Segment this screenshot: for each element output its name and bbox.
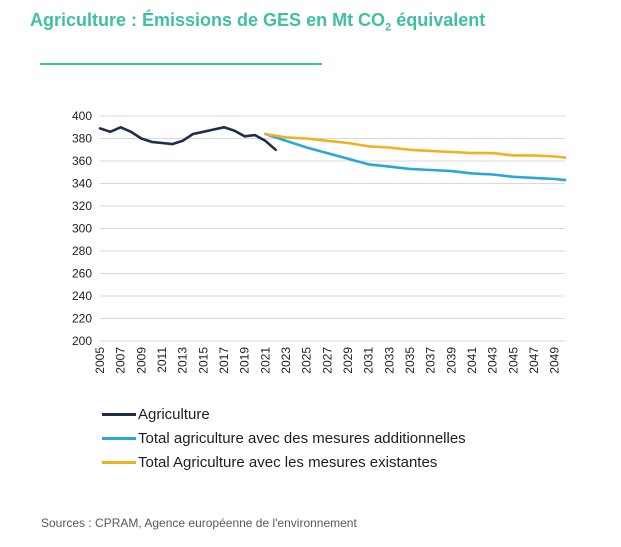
y-tick-label-340: 340: [72, 177, 92, 191]
legend-item-agriculture: Agriculture: [102, 402, 466, 426]
x-tick-label-2029: 2029: [341, 347, 355, 374]
x-tick-label-2027: 2027: [320, 347, 334, 374]
y-tick-label-260: 260: [72, 267, 92, 281]
legend-item-existing: Total Agriculture avec les mesures exist…: [102, 450, 466, 474]
x-tick-label-2019: 2019: [238, 347, 252, 374]
x-tick-label-2005: 2005: [93, 347, 107, 374]
chart-title-suffix: équivalent: [391, 10, 486, 30]
x-tick-label-2007: 2007: [114, 347, 128, 374]
y-axis-ticks: 200 220 240 260 280 300 320 340 360 380 400: [72, 109, 92, 348]
chart-title-prefix: Agriculture : Émissions de GES en Mt CO: [30, 10, 386, 30]
y-tick-label-380: 380: [72, 132, 92, 146]
x-tick-label-2047: 2047: [527, 347, 541, 374]
y-tick-label-240: 240: [72, 289, 92, 303]
x-tick-label-2041: 2041: [465, 347, 479, 374]
y-tick-label-220: 220: [72, 312, 92, 326]
x-tick-label-2039: 2039: [444, 347, 458, 374]
x-tick-label-2023: 2023: [279, 347, 293, 374]
x-tick-label-2021: 2021: [258, 347, 272, 374]
title-underline: [40, 63, 322, 65]
x-tick-label-2035: 2035: [403, 347, 417, 374]
legend-swatch-additional: [102, 436, 136, 440]
x-tick-label-2009: 2009: [134, 347, 148, 374]
series-lines: [98, 126, 567, 182]
x-tick-label-2031: 2031: [362, 347, 376, 374]
x-tick-label-2045: 2045: [506, 347, 520, 374]
legend-item-additional: Total agriculture avec des mesures addit…: [102, 426, 466, 450]
legend-label-agriculture: Agriculture: [138, 405, 210, 423]
source-note: Sources : CPRAM, Agence européenne de l'…: [41, 516, 357, 530]
grid-lines: [100, 115, 565, 342]
series-line-existing: [263, 132, 567, 159]
x-tick-label-2037: 2037: [424, 347, 438, 374]
x-tick-label-2025: 2025: [300, 347, 314, 374]
x-tick-label-2013: 2013: [176, 347, 190, 374]
x-tick-label-2011: 2011: [155, 347, 169, 373]
x-tick-label-2043: 2043: [486, 347, 500, 374]
legend-swatch-existing: [102, 460, 136, 464]
y-tick-label-400: 400: [72, 109, 92, 123]
x-tick-label-2049: 2049: [548, 347, 562, 374]
series-line-agriculture: [98, 126, 278, 152]
legend-label-existing: Total Agriculture avec les mesures exist…: [138, 453, 438, 471]
series-line-additional: [263, 132, 567, 182]
x-tick-label-2033: 2033: [382, 347, 396, 374]
chart-title-subscript: 2: [385, 21, 392, 34]
legend-label-additional: Total agriculture avec des mesures addit…: [138, 429, 466, 447]
x-tick-label-2017: 2017: [217, 347, 231, 374]
y-tick-label-280: 280: [72, 244, 92, 258]
y-tick-label-320: 320: [72, 199, 92, 213]
legend: Agriculture Total agriculture avec des m…: [102, 402, 466, 474]
x-axis-ticks: 2005 2007 2009 2011 2013 2015 2017 2019 2021 2023…: [93, 347, 562, 374]
y-tick-label-300: 300: [72, 222, 92, 236]
y-tick-label-200: 200: [72, 334, 92, 348]
legend-swatch-agriculture: [102, 412, 136, 416]
chart-title: Agriculture : Émissions de GES en Mt CO2…: [30, 10, 485, 34]
x-tick-label-2015: 2015: [196, 347, 210, 374]
y-tick-label-360: 360: [72, 154, 92, 168]
